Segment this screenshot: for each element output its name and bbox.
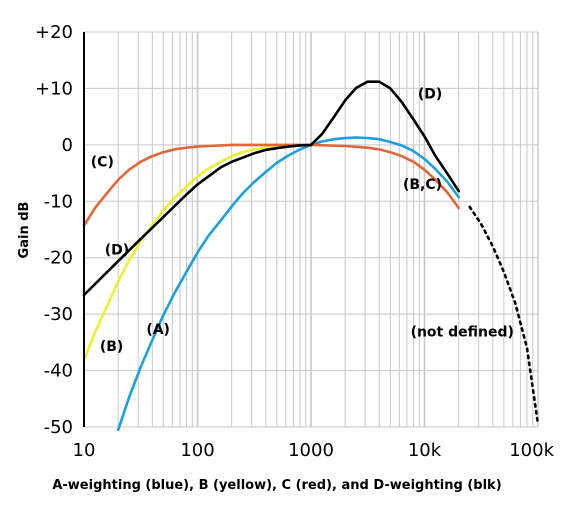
curve-label: (D) (105, 242, 129, 258)
y-tick-label: -20 (44, 248, 73, 269)
y-tick-label: -10 (44, 191, 73, 212)
y-tick-label: +20 (35, 22, 73, 43)
curve-label: (B,C) (403, 177, 442, 193)
x-tick-label: 10k (408, 440, 442, 461)
curve-label: (A) (146, 322, 170, 338)
series-line-d (82, 80, 461, 297)
y-tick-label: +10 (35, 78, 73, 99)
x-tick-label: 100k (509, 440, 554, 461)
grid (83, 31, 539, 428)
curve-label: (not defined) (411, 325, 514, 341)
series-line-c (82, 143, 461, 227)
y-tick-label: -40 (44, 361, 73, 382)
y-tick-label: -50 (44, 417, 73, 438)
y-tick-label: -30 (44, 304, 73, 325)
curve-label: (C) (91, 154, 114, 170)
series-lines (82, 80, 540, 432)
curve-annotations: (A) (B) (C) (D) (D) (B,C) (not defined) (91, 87, 514, 355)
x-tick-label: 100 (180, 440, 214, 461)
y-tick-labels: +20 +10 0 -10 -20 -30 -40 -50 (35, 22, 73, 438)
curve-label: (B) (100, 339, 123, 355)
curve-label: (D) (418, 87, 442, 103)
x-tick-label: 10 (73, 440, 96, 461)
x-tick-labels: 10 100 1000 10k 100k (73, 440, 555, 461)
x-axis-label: A-weighting (blue), B (yellow), C (red),… (52, 478, 501, 493)
y-tick-label: 0 (62, 135, 73, 156)
series-line-b (82, 143, 313, 362)
series-line-undefined-extension (468, 205, 540, 426)
x-tick-label: 1000 (288, 440, 334, 461)
y-axis-label: Gain dB (17, 202, 32, 259)
series-line-a (116, 136, 461, 432)
